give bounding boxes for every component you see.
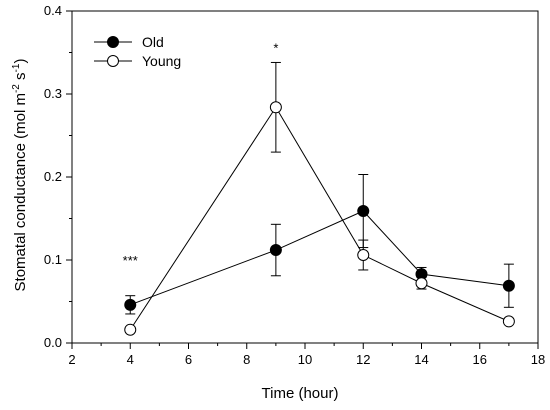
y-axis-title-main: Stomatal conductance (mol m [12, 93, 29, 291]
legend-marker [107, 36, 119, 48]
data-point-old [124, 298, 137, 311]
x-tick-label: 4 [127, 352, 134, 367]
x-tick-label: 10 [298, 352, 312, 367]
annotation-layer: **** [123, 40, 279, 267]
y-axis-title-sup2: -1 [11, 63, 22, 72]
x-axis-ticks: 2 4 6 8 10 12 14 16 18 [68, 343, 545, 367]
y-axis-title-end: ) [12, 59, 29, 64]
y-axis-title: Stomatal conductance (mol m-2 s-1) [11, 59, 29, 292]
series-line-old [130, 210, 509, 306]
legend-label: Old [142, 34, 164, 50]
y-tick-label: 0.0 [44, 335, 62, 350]
series-layer [124, 61, 515, 336]
y-axis-title-mid: s [12, 72, 29, 84]
series-old [124, 174, 515, 315]
data-point-young [269, 101, 282, 114]
y-axis-title-sup1: -2 [11, 84, 22, 93]
data-point-young [502, 315, 515, 328]
y-tick-label: 0.4 [44, 3, 62, 18]
significance-marker: *** [123, 253, 138, 268]
data-point-young [357, 249, 370, 262]
x-tick-label: 8 [243, 352, 250, 367]
y-tick-label: 0.1 [44, 252, 62, 267]
x-tick-label: 12 [356, 352, 370, 367]
x-axis-title: Time (hour) [262, 385, 339, 402]
data-point-old [269, 244, 282, 257]
series-line-young [129, 106, 510, 330]
x-tick-label: 16 [473, 352, 487, 367]
series-young [124, 61, 515, 336]
legend: Old Young [94, 34, 181, 69]
x-tick-label: 6 [185, 352, 192, 367]
data-point-old [502, 279, 515, 292]
x-tick-label: 2 [68, 352, 75, 367]
x-tick-label: 18 [531, 352, 545, 367]
legend-marker [107, 55, 119, 67]
y-tick-label: 0.3 [44, 86, 62, 101]
significance-marker: * [273, 40, 278, 55]
data-point-old [357, 205, 370, 218]
data-point-young [415, 277, 428, 290]
x-tick-label: 14 [414, 352, 428, 367]
legend-label: Young [142, 53, 181, 69]
y-tick-label: 0.2 [44, 169, 62, 184]
data-point-young [124, 323, 137, 336]
y-axis-ticks: 0.0 0.1 0.2 0.3 0.4 [44, 3, 72, 350]
